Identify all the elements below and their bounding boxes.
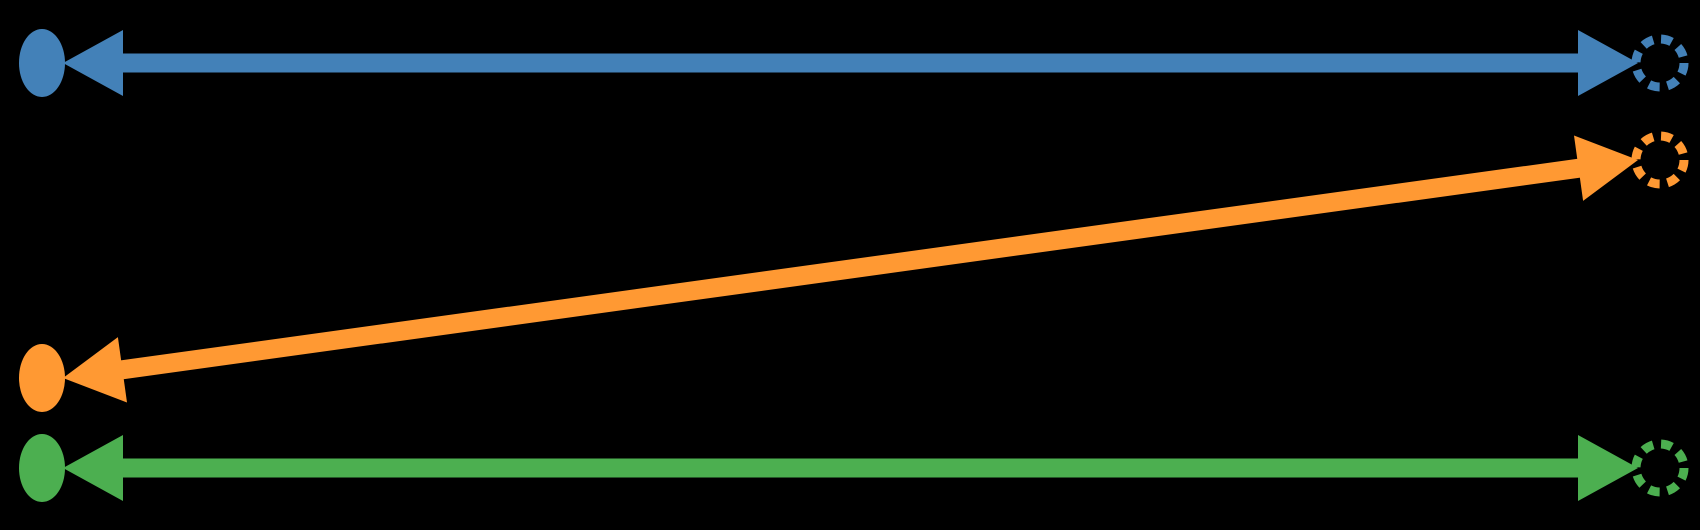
link-orange-shaft	[115, 157, 1586, 381]
link-blue-arrowhead-left	[63, 30, 123, 96]
link-blue-left-node	[19, 29, 65, 97]
link-orange-arrowhead-left	[63, 337, 127, 403]
link-green-arrowhead-right	[1578, 435, 1638, 501]
link-green	[19, 434, 1689, 502]
link-green-right-node	[1631, 439, 1689, 497]
link-orange-arrowhead-right	[1574, 135, 1638, 201]
link-orange	[19, 131, 1689, 412]
link-orange-right-node	[1631, 131, 1689, 189]
link-blue-right-node	[1631, 34, 1689, 92]
link-green-arrowhead-left	[63, 435, 123, 501]
link-green-left-node	[19, 434, 65, 502]
link-orange-left-node	[19, 344, 65, 412]
links-layer	[19, 29, 1689, 502]
link-blue	[19, 29, 1689, 97]
link-blue-arrowhead-right	[1578, 30, 1638, 96]
